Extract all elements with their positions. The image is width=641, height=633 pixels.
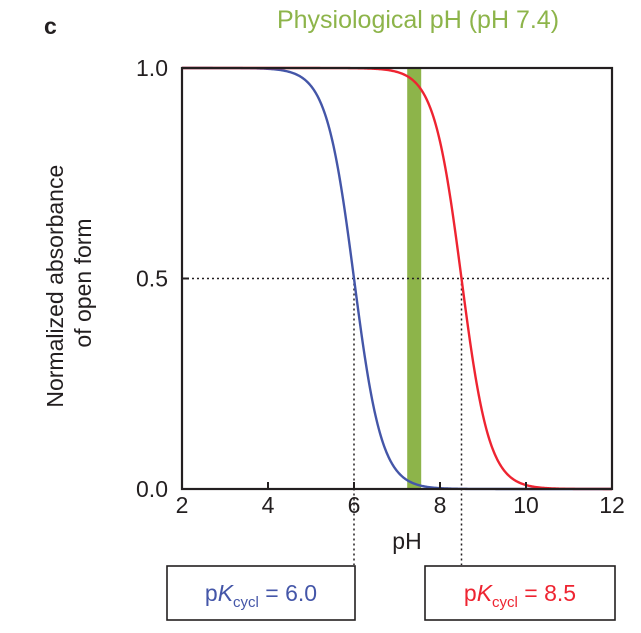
- y-axis-label-line-2: of open form: [70, 218, 96, 347]
- pk-value: = 6.0: [259, 580, 317, 606]
- x-tick-label-12: 12: [599, 492, 625, 518]
- pk-italic: K: [218, 580, 235, 606]
- pk-italic: K: [477, 580, 494, 606]
- x-tick-label-2: 2: [176, 492, 189, 518]
- physiological-ph-band-layer: [407, 68, 422, 489]
- x-tick-label-10: 10: [513, 492, 539, 518]
- chart-title: Physiological pH (pH 7.4): [277, 6, 559, 34]
- panel-letter: c: [44, 13, 57, 39]
- pk-annotation-2: pKcycl = 8.5: [424, 565, 616, 621]
- pk-prefix: p: [205, 580, 218, 606]
- y-axis-label-line-1: Normalized absorbance: [42, 165, 68, 408]
- pk-annotation-1: pKcycl = 6.0: [166, 565, 356, 621]
- y-tick-label-1: 0.5: [136, 266, 168, 292]
- y-axis-label: Normalized absorbance of open form: [42, 158, 96, 407]
- y-tick-label-0: 0.0: [136, 476, 168, 502]
- pk-annotation-box-2: [424, 565, 616, 621]
- pk-annotation-text-2: pKcycl = 8.5: [464, 580, 576, 611]
- pk-subscript: cycl: [233, 594, 259, 611]
- pk-annotation-box-1: [166, 565, 356, 621]
- x-tick-label-4: 4: [262, 492, 275, 518]
- pk-value: = 8.5: [518, 580, 576, 606]
- reference-lines-layer: [182, 277, 612, 565]
- pk-annotations-layer: pKcycl = 6.0 pKcycl = 8.5: [166, 565, 616, 621]
- physiological-ph-band: [407, 68, 422, 489]
- pk-prefix: p: [464, 580, 477, 606]
- x-tick-label-8: 8: [434, 492, 447, 518]
- axis-layer: 2 4 6 8 10 12 0.0 0.5 1.0: [136, 55, 625, 518]
- x-axis-label: pH: [392, 528, 421, 554]
- pk-subscript: cycl: [492, 594, 518, 611]
- y-tick-label-2: 1.0: [136, 55, 168, 81]
- pk-annotation-text-1: pKcycl = 6.0: [205, 580, 317, 611]
- x-tick-label-6: 6: [348, 492, 361, 518]
